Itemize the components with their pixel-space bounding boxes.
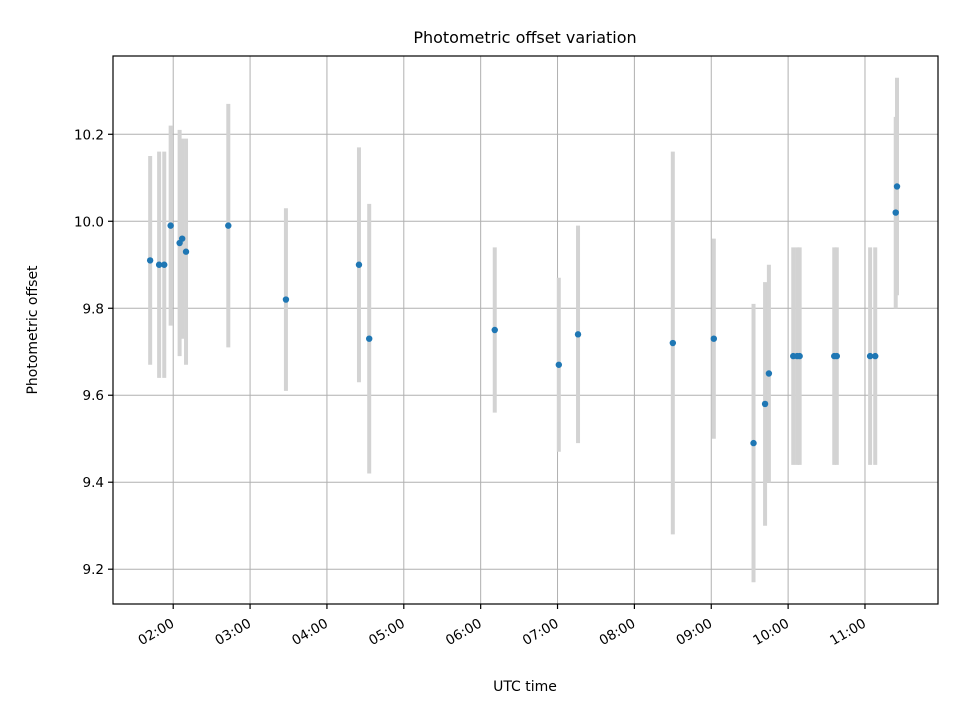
x-tick-label: 02:00 [136, 616, 178, 649]
x-tick-label: 03:00 [212, 616, 254, 649]
x-axis-label: UTC time [493, 679, 557, 695]
x-tick-label: 04:00 [289, 616, 331, 649]
data-point [161, 261, 168, 268]
data-point [555, 361, 563, 368]
data-point [669, 339, 677, 347]
y-tick-label: 9.4 [83, 475, 104, 491]
data-point [750, 439, 757, 447]
y-axis-label: Photometric offset [25, 265, 41, 395]
gridlines [113, 56, 938, 604]
data-point [155, 261, 163, 268]
data-point [872, 352, 879, 360]
x-tick-label: 09:00 [674, 616, 716, 649]
data-point [574, 331, 582, 338]
data-points [146, 183, 901, 447]
y-tick-label: 10.2 [74, 127, 104, 143]
data-point [282, 296, 290, 303]
x-axis-ticks: 02:00 03:00 04:00 05:00 06:00 07:00 08:00 09:00… [136, 604, 869, 649]
data-point [892, 209, 899, 216]
y-tick-label: 10.0 [74, 214, 104, 230]
data-point [765, 370, 773, 377]
data-point [833, 352, 840, 360]
data-point [225, 222, 232, 229]
y-axis-ticks: 9.2 9.4 9.6 9.8 10.0 10.2 [74, 127, 113, 578]
y-tick-label: 9.8 [83, 301, 104, 317]
data-point [710, 335, 718, 342]
y-tick-label: 9.2 [83, 562, 104, 578]
data-point [182, 248, 190, 255]
x-tick-label: 11:00 [827, 616, 869, 649]
plot-frame [112, 55, 939, 605]
y-tick-label: 9.6 [83, 388, 104, 404]
data-point [893, 183, 901, 190]
data-point [761, 400, 769, 408]
data-point [178, 235, 186, 242]
x-tick-label: 05:00 [366, 616, 408, 649]
data-point [355, 261, 363, 268]
error-bars [148, 77, 900, 583]
x-tick-label: 06:00 [443, 616, 485, 649]
data-point [491, 326, 498, 334]
data-point [366, 335, 373, 342]
data-point [866, 352, 874, 360]
x-tick-label: 08:00 [597, 616, 639, 649]
data-point [167, 222, 174, 229]
x-tick-label: 07:00 [520, 616, 562, 649]
data-point [146, 257, 154, 264]
x-tick-label: 10:00 [750, 616, 792, 649]
chart-title: Photometric offset variation [413, 28, 636, 47]
data-point [796, 352, 803, 360]
